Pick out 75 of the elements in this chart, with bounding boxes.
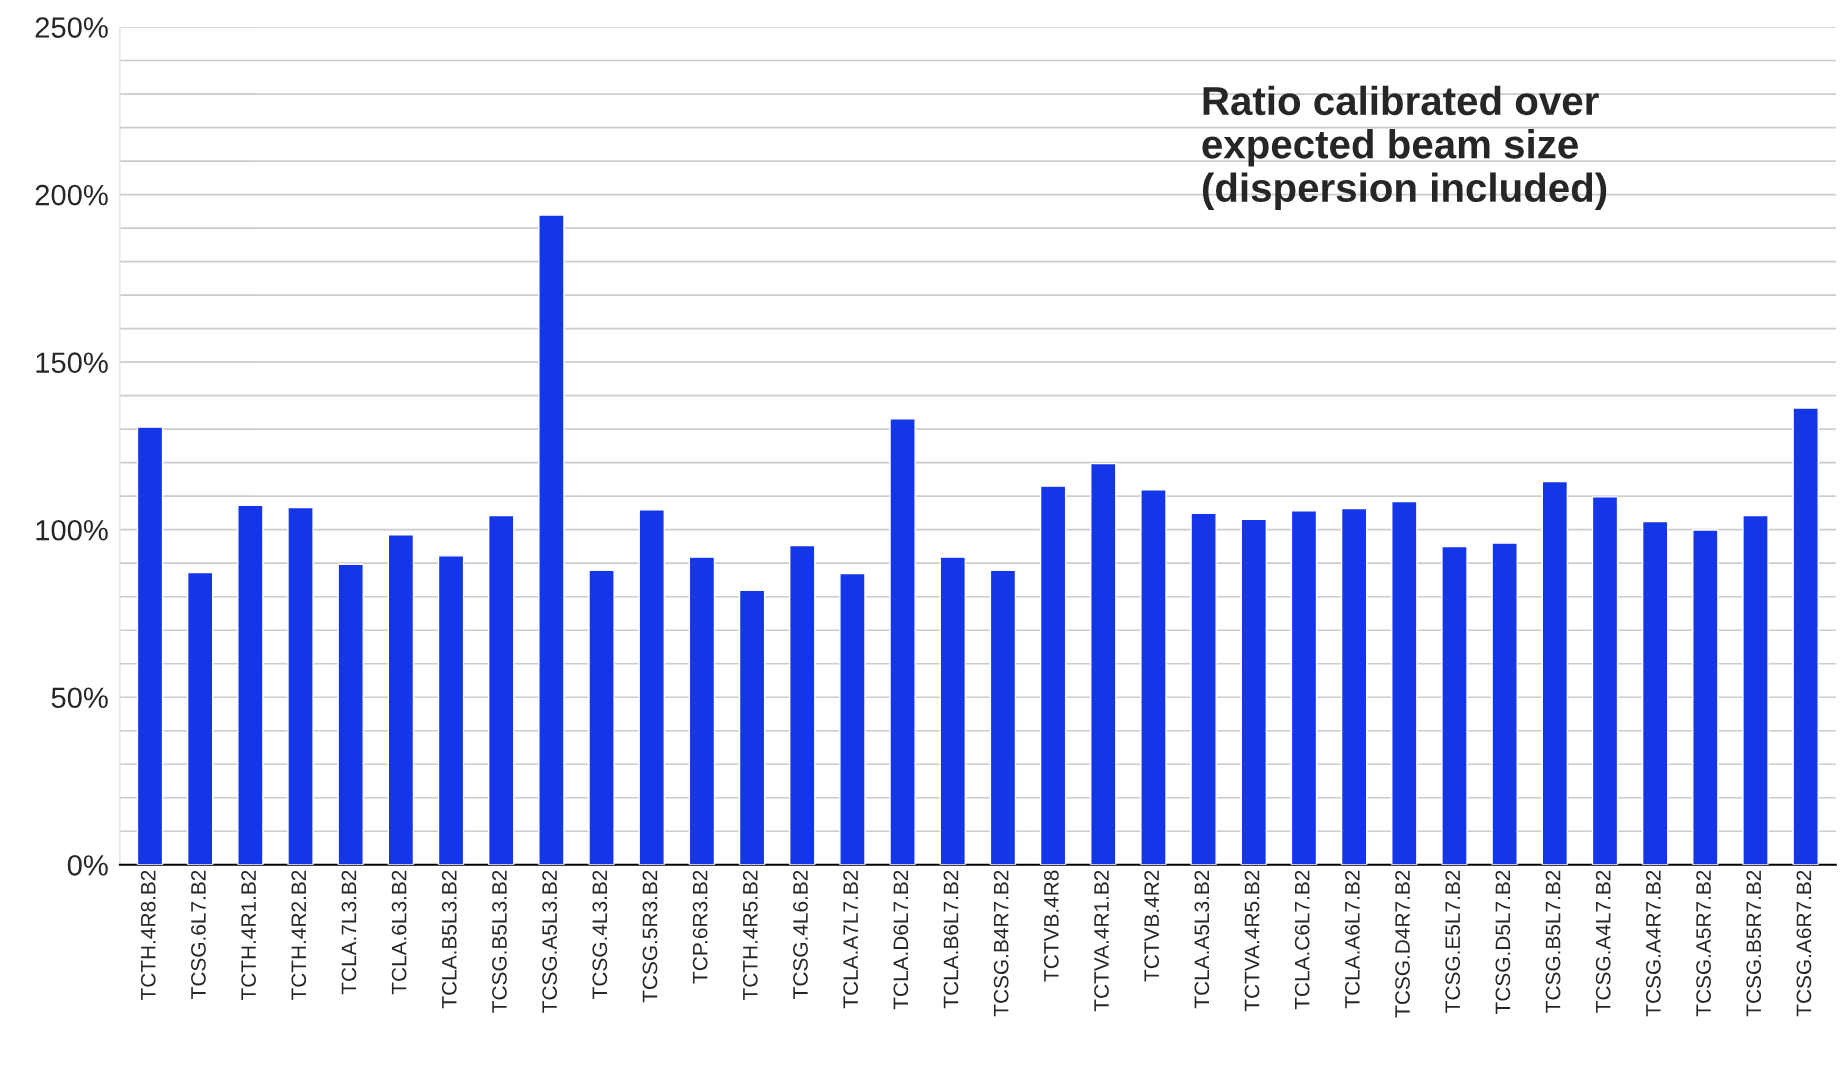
x-tick-label: TCSG.4L6.B2	[793, 870, 808, 999]
bar	[1792, 407, 1819, 865]
annotation: Ratio calibrated over expected beam size (dispersion included)	[1202, 85, 1607, 210]
bar	[1541, 480, 1569, 865]
bar	[989, 569, 1017, 865]
bar	[889, 418, 916, 865]
bar	[487, 514, 515, 865]
bar	[1039, 485, 1067, 865]
bar	[738, 589, 766, 865]
bar	[136, 426, 164, 865]
y-tick-label: 0%	[67, 855, 108, 876]
x-tick-label: TCTVA.4R5.B2	[1244, 870, 1260, 1012]
x-tick-label: TCSG.A5L3.B2	[542, 870, 557, 1013]
y-tick-label: 150%	[36, 352, 108, 373]
bar	[1441, 545, 1468, 865]
bar	[688, 556, 716, 865]
x-tick-label: TCLA.A7L7.B2	[843, 870, 859, 1009]
bar	[839, 572, 866, 865]
x-tick-label: TCSG.B5L3.B2	[492, 870, 507, 1013]
x-tick-label: TCLA.A5L3.B2	[1194, 870, 1210, 1009]
x-tick-label: TCSG.D4R7.B2	[1395, 870, 1410, 1018]
y-tick-label: 250%	[35, 17, 108, 38]
x-tick-label: TCTH.4R2.B2	[291, 870, 307, 1001]
x-tick-label: TCTVB.4R2	[1144, 870, 1160, 982]
x-tick-label: TCLA.B6L7.B2	[943, 870, 959, 1009]
y-tick-label: 200%	[35, 184, 108, 206]
x-tick-label: TCLA.D6L7.B2	[893, 870, 909, 1010]
bar	[1140, 489, 1167, 865]
bar	[1290, 510, 1318, 865]
x-tick-label: TCSG.A6R7.B2	[1796, 870, 1812, 1017]
bar	[437, 555, 465, 865]
x-tick-label: TCSG.A4R7.B2	[1646, 870, 1661, 1017]
x-tick-label: TCSG.B5L7.B2	[1545, 870, 1561, 1013]
x-tick-label: TCTH.4R5.B2	[742, 870, 758, 1001]
x-tick-label: TCTH.4R8.B2	[140, 870, 156, 1001]
x-tick-label: TCSG.A5R7.B2	[1696, 870, 1711, 1017]
bar	[1190, 512, 1217, 865]
bar	[1391, 500, 1418, 865]
bar	[1641, 520, 1669, 865]
x-tick-label: TCSG.D5L7.B2	[1495, 870, 1511, 1014]
x-tick-label: TCLA.6L3.B2	[391, 870, 407, 995]
bar	[1340, 507, 1368, 865]
x-tick-label: TCP.6R3.B2	[692, 870, 708, 984]
bar	[1240, 518, 1268, 865]
x-tick-label: TCSG.B4R7.B2	[993, 870, 1009, 1017]
bar	[337, 563, 364, 865]
y-tick-label: 100%	[36, 519, 108, 541]
x-tick-label: TCSG.B5R7.B2	[1746, 870, 1762, 1017]
bar	[638, 509, 665, 865]
y-tick-label: 50%	[51, 687, 108, 709]
bar	[1591, 496, 1619, 865]
x-tick-label: TCTVA.4R1.B2	[1094, 870, 1109, 1012]
x-tick-label: TCSG.5R3.B2	[642, 870, 658, 1003]
x-tick-label: TCTH.4R1.B2	[241, 870, 256, 1001]
bar	[237, 504, 264, 865]
bar	[588, 569, 615, 865]
bar	[387, 534, 415, 865]
bar	[1491, 542, 1518, 865]
x-tick-label: TCLA.C6L7.B2	[1294, 870, 1310, 1010]
x-tick-label: TCSG.6L7.B2	[191, 870, 206, 999]
x-tick-label: TCSG.E5L7.B2	[1445, 870, 1461, 1013]
x-tick-label: TCLA.B5L3.B2	[441, 870, 457, 1009]
bar	[186, 571, 214, 865]
bar	[538, 214, 565, 865]
x-tick-label: TCTVB.4R8	[1043, 870, 1059, 982]
x-tick-label: TCSG.4L3.B2	[592, 870, 608, 999]
bar	[1090, 462, 1117, 865]
bar	[1692, 529, 1719, 865]
bar	[939, 556, 967, 865]
x-tick-label: TCSG.A4L7.B2	[1595, 870, 1611, 1013]
bar	[287, 506, 314, 865]
x-tick-label: TCLA.7L3.B2	[341, 870, 357, 995]
x-tick-label: TCLA.A6L7.B2	[1344, 870, 1360, 1009]
bar	[789, 544, 816, 865]
bar	[1742, 514, 1769, 865]
